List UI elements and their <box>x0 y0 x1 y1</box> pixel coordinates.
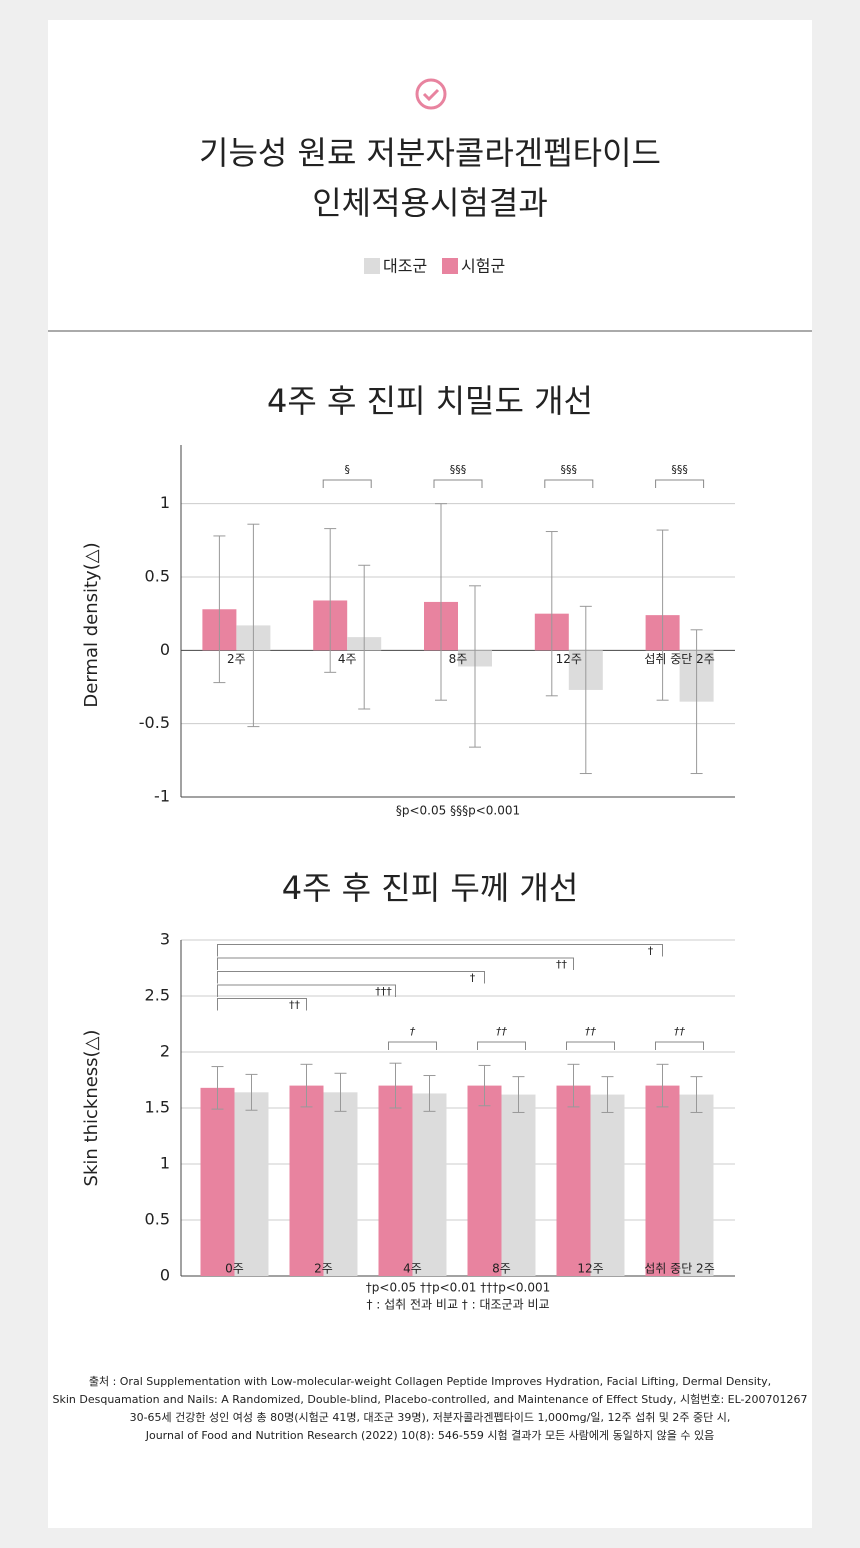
legend-label: 시험군 <box>461 257 505 276</box>
baseline-label: †† <box>289 999 301 1012</box>
y-tick-label: 2.5 <box>145 986 170 1005</box>
footnote: §p<0.05 §§§p<0.001 <box>396 804 520 818</box>
x-tick-label: 섭취 중단 2주 <box>644 652 714 666</box>
baseline-label: †† <box>556 958 568 971</box>
bar <box>378 1085 413 1276</box>
baseline-label: † <box>648 945 654 958</box>
y-tick-label: 1 <box>160 493 170 512</box>
bar <box>501 1094 536 1276</box>
significance-label: †† <box>585 1025 597 1038</box>
bar <box>412 1093 447 1276</box>
y-tick-label: 0 <box>160 1266 170 1285</box>
bar <box>323 1092 358 1276</box>
chart-title: 4주 후 진피 두께 개선 <box>282 869 579 907</box>
baseline-label: † <box>470 972 476 985</box>
source-line: Journal of Food and Nutrition Research (… <box>145 1428 715 1442</box>
x-tick-label: 4주 <box>403 1262 422 1276</box>
significance-label: §§§ <box>561 463 578 476</box>
x-tick-label: 0주 <box>225 1262 244 1276</box>
bar <box>467 1085 502 1276</box>
bar <box>590 1094 625 1276</box>
legend-label: 대조군 <box>383 257 427 276</box>
legend-swatch <box>442 258 458 274</box>
source-line: 출처 : Oral Supplementation with Low-molec… <box>89 1375 771 1388</box>
x-tick-label: 2주 <box>227 652 246 666</box>
y-axis-label: Dermal density(△) <box>81 542 102 707</box>
y-tick-label: 0.5 <box>145 1210 170 1229</box>
bar <box>556 1085 591 1276</box>
source-line: 30-65세 건강한 성인 여성 총 80명(시험군 41명, 대조군 39명)… <box>130 1410 731 1424</box>
significance-bracket <box>544 479 594 488</box>
significance-label: †† <box>674 1025 686 1038</box>
baseline-bracket <box>217 984 396 997</box>
significance-bracket <box>322 479 372 488</box>
footnote: †p<0.05 ††p<0.01 †††p<0.001 <box>366 1281 550 1295</box>
y-tick-label: -0.5 <box>139 713 170 732</box>
y-tick-label: 1.5 <box>145 1098 170 1117</box>
y-tick-label: 0 <box>160 640 170 659</box>
x-tick-label: 2주 <box>314 1262 333 1276</box>
x-tick-label: 8주 <box>449 652 468 666</box>
title: 인체적용시험결과 <box>312 184 548 222</box>
title: 기능성 원료 저분자콜라겐펩타이드 <box>199 134 661 172</box>
bar <box>234 1092 269 1276</box>
significance-bracket <box>388 1041 437 1050</box>
baseline-bracket <box>217 998 307 1011</box>
significance-bracket <box>477 1041 526 1050</box>
check-icon <box>415 78 447 110</box>
x-tick-label: 섭취 중단 2주 <box>644 1262 714 1276</box>
chart-title: 4주 후 진피 치밀도 개선 <box>267 382 593 420</box>
significance-bracket <box>566 1041 615 1050</box>
x-tick-label: 12주 <box>577 1262 603 1276</box>
y-axis-label: Skin thickness(△) <box>81 1030 102 1187</box>
y-tick-label: 2 <box>160 1042 170 1061</box>
source-line: Skin Desquamation and Nails: A Randomize… <box>52 1393 807 1406</box>
significance-label: †† <box>496 1025 508 1038</box>
significance-bracket <box>433 479 483 488</box>
significance-label: § <box>344 463 350 476</box>
significance-label: §§§ <box>671 463 688 476</box>
y-tick-label: 0.5 <box>145 567 170 586</box>
bar <box>200 1087 235 1276</box>
legend-swatch <box>364 258 380 274</box>
baseline-bracket <box>217 971 485 984</box>
significance-label: † <box>410 1025 416 1038</box>
bar <box>645 1085 680 1276</box>
y-tick-label: 3 <box>160 930 170 949</box>
x-tick-label: 8주 <box>492 1262 511 1276</box>
y-tick-label: 1 <box>160 1154 170 1173</box>
baseline-label: ††† <box>375 985 392 998</box>
baseline-bracket <box>217 944 663 957</box>
baseline-bracket <box>217 957 574 970</box>
x-tick-label: 12주 <box>556 652 582 666</box>
y-tick-label: -1 <box>154 787 170 806</box>
significance-bracket <box>655 1041 704 1050</box>
footnote: † : 섭취 전과 비교 † : 대조군과 비교 <box>366 1298 549 1312</box>
significance-label: §§§ <box>450 463 467 476</box>
card <box>48 20 812 1528</box>
x-tick-label: 4주 <box>338 652 357 666</box>
bar <box>679 1094 714 1276</box>
significance-bracket <box>655 479 705 488</box>
bar <box>289 1085 324 1276</box>
